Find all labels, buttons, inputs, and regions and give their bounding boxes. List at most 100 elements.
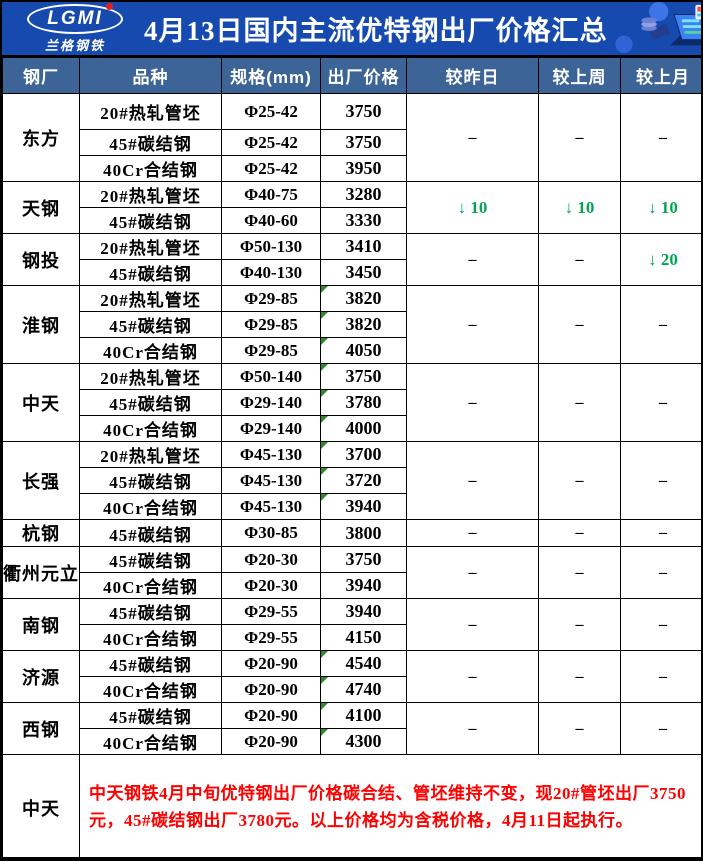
variety-cell: 45#碳结钢 (79, 129, 222, 156)
spec-cell: Φ29-85 (221, 337, 321, 364)
note-row: 中天 中天钢铁4月中旬优特钢出厂价格碳合结、管坯维持不变，现20#管坯出厂375… (2, 754, 701, 857)
spec-cell: Φ29-140 (221, 389, 321, 416)
price-cell: 3280 (320, 181, 407, 208)
change-vs-last-week: – (538, 598, 621, 651)
variety-cell: 20#热轧管坯 (79, 441, 222, 468)
note-mill-name: 中天 (2, 754, 80, 857)
lgmi-logo-oval: LGMI (27, 2, 123, 34)
price-cell: 3450 (320, 259, 407, 286)
spec-cell: Φ29-85 (221, 311, 321, 338)
spec-cell: Φ40-75 (221, 181, 321, 208)
variety-cell: 45#碳结钢 (79, 467, 222, 494)
variety-cell: 20#热轧管坯 (79, 93, 222, 130)
variety-cell: 45#碳结钢 (79, 259, 222, 286)
lgmi-logo: LGMI 兰格钢铁 (6, 2, 144, 54)
price-cell: 3940 (320, 598, 407, 625)
variety-cell: 45#碳结钢 (79, 311, 222, 338)
change-vs-last-month: ↓ 10 (620, 181, 701, 234)
mill-name: 东方 (2, 93, 80, 182)
spec-cell: Φ29-85 (221, 285, 321, 312)
table-row: 40Cr合结钢 Φ45-130 3940 (3, 493, 702, 520)
variety-cell: 45#碳结钢 (79, 519, 222, 547)
spec-cell: Φ45-130 (221, 493, 321, 520)
mill-name: 天钢 (2, 181, 80, 234)
variety-cell: 45#碳结钢 (79, 389, 222, 416)
table-row: 40Cr合结钢 Φ20-30 3940 (3, 572, 702, 599)
price-cell: 4740 (320, 676, 407, 703)
price-cell: 4100 (320, 702, 407, 729)
spec-cell: Φ25-42 (221, 129, 321, 156)
price-cell: 3410 (320, 233, 407, 260)
mill-name: 淮钢 (2, 285, 80, 364)
table-row: 天钢 20#热轧管坯 Φ40-75 3280 ↓ 10 ↓ 10 ↓ 10 (2, 181, 701, 234)
spec-cell: Φ45-130 (221, 467, 321, 494)
change-vs-last-month: – (620, 363, 701, 442)
spec-cell: Φ29-140 (221, 415, 321, 442)
spec-cell: Φ25-42 (221, 155, 321, 182)
page-title: 4月13日国内主流优特钢出厂价格汇总 (144, 16, 608, 46)
table-row: 中天 20#热轧管坯 Φ50-140 3750 – – – (2, 363, 701, 442)
spec-cell: Φ50-140 (221, 363, 321, 390)
change-vs-last-month: – (620, 702, 701, 755)
mill-name: 西钢 (2, 702, 80, 755)
spec-cell: Φ29-55 (221, 624, 321, 651)
mill-name: 中天 (2, 363, 80, 442)
table-row: 45#碳结钢 Φ29-140 3780 (3, 389, 702, 416)
spec-cell: Φ20-90 (221, 702, 321, 729)
change-vs-last-week: – (538, 363, 621, 442)
table-row: 东方 20#热轧管坯 Φ25-42 3750 – – – (2, 93, 701, 182)
spec-cell: Φ20-90 (221, 676, 321, 703)
variety-cell: 20#热轧管坯 (79, 363, 222, 390)
table-row: 45#碳结钢 Φ40-130 3450 (3, 259, 702, 286)
change-vs-last-month: ↓ 20 (620, 233, 701, 286)
banner-illustration (614, 2, 701, 54)
change-vs-yesterday: – (406, 441, 539, 520)
variety-cell: 40Cr合结钢 (79, 493, 222, 520)
change-vs-last-month: – (620, 650, 701, 703)
price-cell: 4540 (320, 650, 407, 677)
spec-cell: Φ20-30 (221, 572, 321, 599)
variety-cell: 45#碳结钢 (79, 650, 222, 677)
variety-cell: 45#碳结钢 (79, 598, 222, 625)
variety-cell: 40Cr合结钢 (79, 415, 222, 442)
table-row: 钢投 20#热轧管坯 Φ50-130 3410 – – ↓ 20 (2, 233, 701, 286)
price-table: 钢厂 品种 规格(mm) 出厂价格 较昨日 较上周 较上月 东方 20#热轧管坯… (2, 57, 702, 857)
change-vs-yesterday: – (406, 598, 539, 651)
price-cell: 3940 (320, 493, 407, 520)
change-vs-yesterday: – (406, 519, 539, 547)
variety-cell: 20#热轧管坯 (79, 233, 222, 260)
change-vs-last-week: – (538, 546, 621, 599)
price-cell: 4050 (320, 337, 407, 364)
price-cell: 4300 (320, 728, 407, 755)
col-header-spec: 规格(mm) (221, 57, 321, 94)
col-header-vs-last-month: 较上月 (620, 57, 701, 94)
price-cell: 4150 (320, 624, 407, 651)
variety-cell: 40Cr合结钢 (79, 624, 222, 651)
price-cell: 3750 (320, 129, 407, 156)
variety-cell: 40Cr合结钢 (79, 676, 222, 703)
lgmi-logo-red-dot-icon (106, 2, 113, 10)
mill-name: 济源 (2, 650, 80, 703)
mill-name: 南钢 (2, 598, 80, 651)
price-cell: 3820 (320, 311, 407, 338)
price-cell: 3800 (320, 519, 407, 547)
change-vs-yesterday: – (406, 546, 539, 599)
variety-cell: 45#碳结钢 (79, 546, 222, 573)
change-vs-last-week: – (538, 650, 621, 703)
mill-name: 长强 (2, 441, 80, 520)
spec-cell: Φ20-90 (221, 728, 321, 755)
table-row: 40Cr合结钢 Φ29-140 4000 (3, 415, 702, 442)
col-header-mill: 钢厂 (2, 57, 80, 94)
col-header-price: 出厂价格 (320, 57, 407, 94)
change-vs-last-month: – (620, 519, 701, 547)
note-text: 中天钢铁4月中旬优特钢出厂价格碳合结、管坯维持不变，现20#管坯出厂3750元，… (79, 754, 701, 857)
change-vs-last-month: – (620, 598, 701, 651)
change-vs-yesterday: – (406, 363, 539, 442)
table-row: 淮钢 20#热轧管坯 Φ29-85 3820 – – – (2, 285, 701, 364)
change-vs-last-month: – (620, 441, 701, 520)
price-cell: 3750 (320, 546, 407, 573)
change-vs-last-month: – (620, 93, 701, 182)
col-header-vs-yesterday: 较昨日 (406, 57, 539, 94)
lgmi-logo-subtext: 兰格钢铁 (44, 37, 105, 53)
